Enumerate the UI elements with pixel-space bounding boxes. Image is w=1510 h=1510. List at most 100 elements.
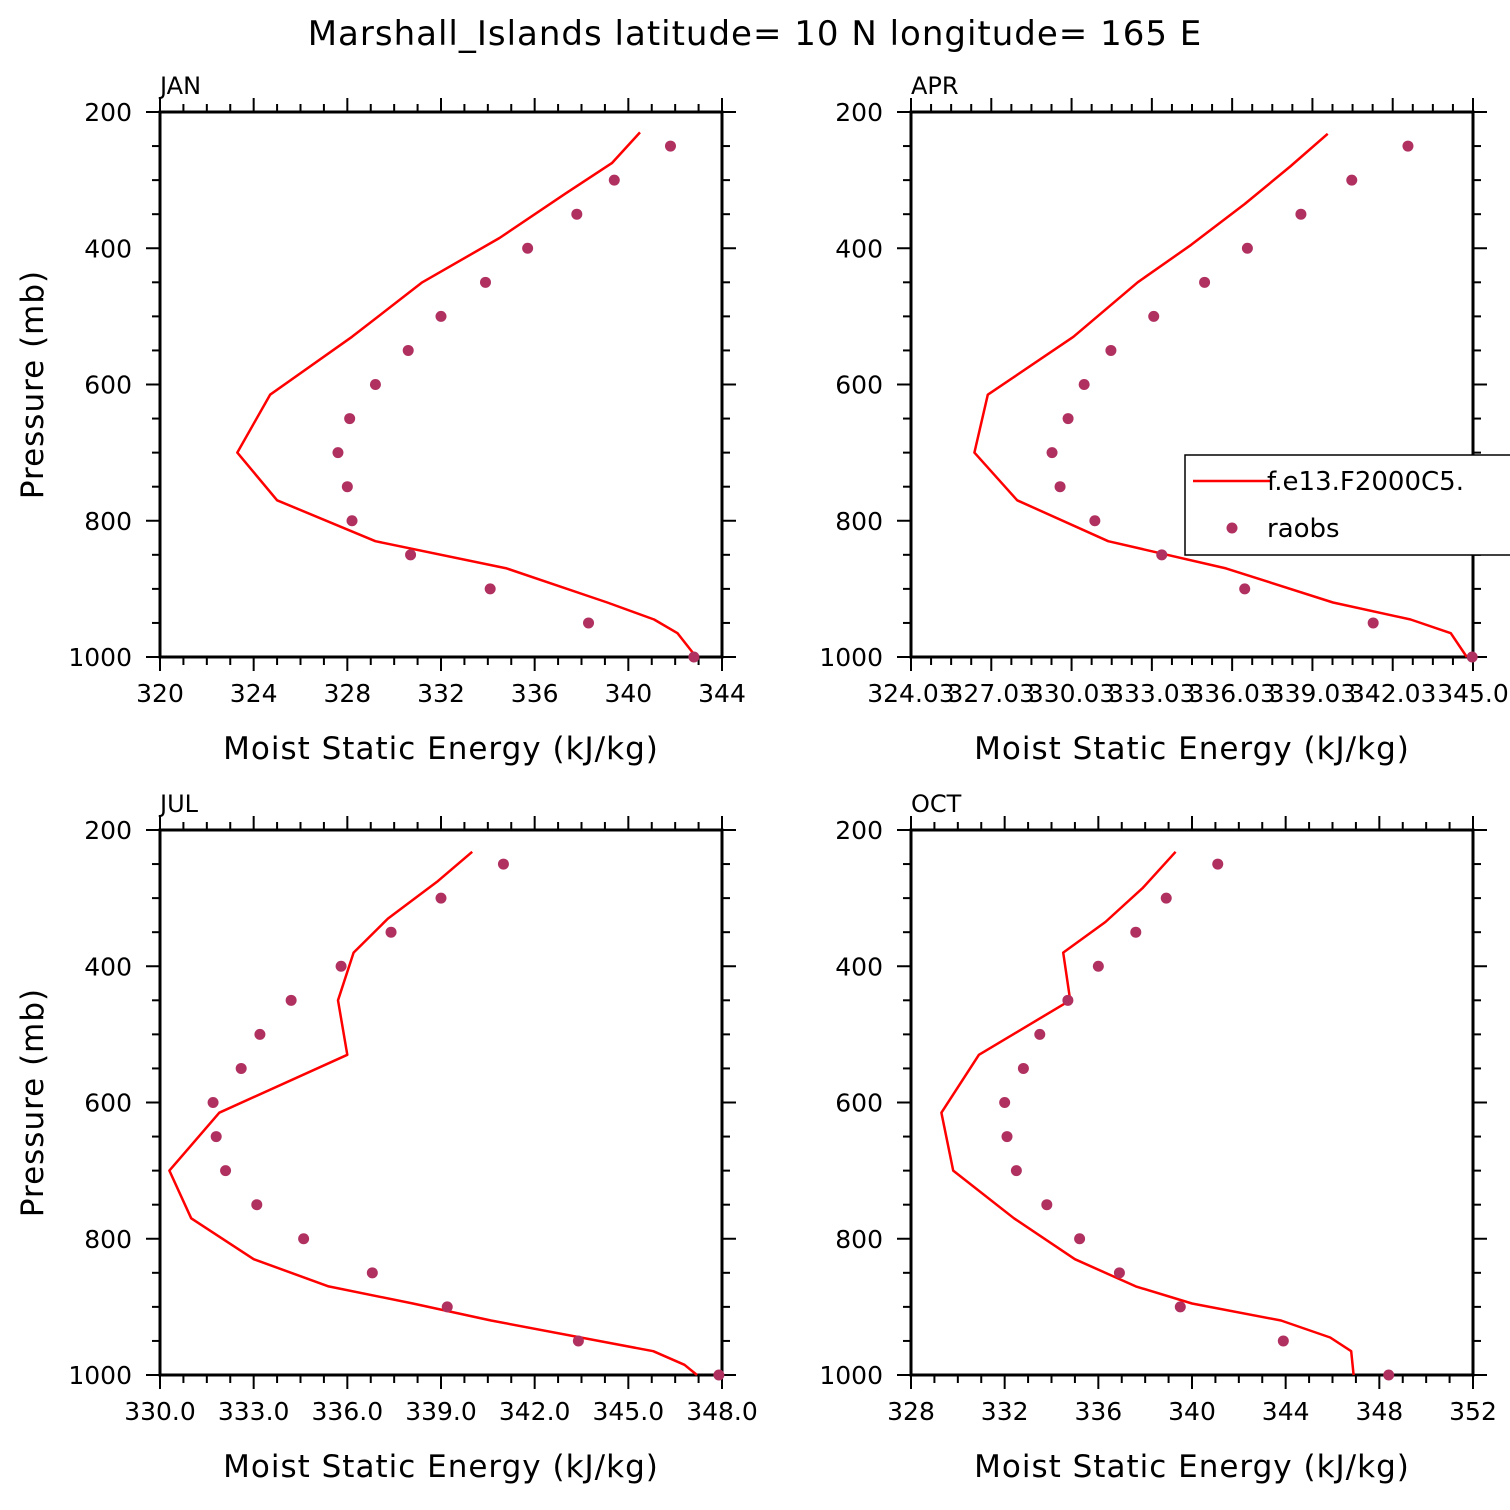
x-tick-label: 339.0 — [405, 1397, 477, 1426]
raobs-point — [1062, 994, 1074, 1006]
raobs-point — [332, 447, 344, 459]
model-series-line — [940, 850, 1355, 1376]
raobs-point — [1092, 960, 1104, 972]
x-tick-label: 320 — [136, 679, 184, 708]
y-axis-label: Pressure (mb) — [15, 270, 51, 499]
raobs-point — [1034, 1028, 1046, 1040]
raobs-point — [1295, 208, 1307, 220]
raobs-point — [405, 549, 417, 561]
raobs-point — [1277, 1335, 1289, 1347]
raobs-point — [571, 208, 583, 220]
raobs-point — [1010, 1165, 1022, 1177]
raobs-point — [341, 481, 353, 493]
raobs-point — [285, 994, 297, 1006]
legend-marker-swatch — [1226, 522, 1238, 534]
x-tick-label: 345.0 — [1437, 679, 1509, 708]
y-tick-label: 200 — [835, 98, 883, 127]
raobs-point — [210, 1131, 222, 1143]
raobs-point — [1466, 651, 1478, 663]
raobs-point — [484, 583, 496, 595]
panel-label: JAN — [158, 72, 201, 100]
x-axis-label: Moist Static Energy (kJ/kg) — [223, 731, 659, 767]
raobs-point — [522, 242, 534, 254]
raobs-point — [1148, 310, 1160, 322]
panel-label: OCT — [911, 790, 962, 818]
y-tick-label: 1000 — [819, 643, 883, 672]
x-tick-label: 330.03 — [1028, 679, 1115, 708]
raobs-point — [1239, 583, 1251, 595]
raobs-point — [999, 1097, 1011, 1108]
raobs-point — [235, 1062, 247, 1074]
x-tick-label: 342.03 — [1349, 679, 1436, 708]
model-series-line — [236, 131, 698, 658]
raobs-point — [346, 515, 358, 527]
raobs-point — [1089, 515, 1101, 527]
x-tick-label: 333.03 — [1108, 679, 1195, 708]
y-tick-label: 800 — [84, 1225, 132, 1254]
panel-jul: JUL 200 400 600 800 1000 330.0 333.0 336.0 339.0 3… — [15, 790, 758, 1485]
x-tick-label: 339.03 — [1269, 679, 1356, 708]
y-tick-label: 800 — [84, 507, 132, 536]
x-tick-label: 344 — [1262, 1397, 1310, 1426]
raobs-point — [1383, 1369, 1395, 1381]
y-tick-label: 600 — [84, 371, 132, 400]
x-axis-label: Moist Static Energy (kJ/kg) — [223, 1449, 659, 1485]
raobs-point — [608, 174, 620, 186]
x-tick-label: 345.0 — [593, 1397, 665, 1426]
x-tick-label: 336 — [1074, 1397, 1122, 1426]
y-tick-label: 200 — [84, 816, 132, 845]
raobs-point — [385, 926, 397, 938]
x-tick-label: 342.0 — [499, 1397, 571, 1426]
raobs-point — [1402, 140, 1414, 152]
raobs-point — [1160, 892, 1172, 904]
raobs-point — [298, 1233, 310, 1245]
x-tick-label: 336 — [511, 679, 559, 708]
y-axis-label: Pressure (mb) — [15, 988, 51, 1217]
x-tick-label: 336.03 — [1188, 679, 1275, 708]
x-tick-label: 324 — [230, 679, 278, 708]
raobs-point — [344, 413, 356, 425]
y-tick-label: 600 — [835, 371, 883, 400]
raobs-point — [1062, 413, 1074, 425]
x-tick-label: 340 — [1168, 1397, 1216, 1426]
legend: f.e13.F2000C5. raobs — [1184, 454, 1510, 556]
raobs-point — [1174, 1301, 1186, 1313]
model-series-line — [168, 850, 698, 1376]
raobs-point — [1105, 344, 1117, 356]
raobs-point — [572, 1335, 584, 1347]
figure-title: Marshall_Islands latitude= 10 N longitud… — [308, 14, 1203, 54]
panel-label: APR — [911, 72, 959, 100]
raobs-point — [1046, 447, 1058, 459]
panel-apr: APR 200 400 600 800 1000 324.03327.03330.03333… — [819, 72, 1508, 767]
y-tick-label: 800 — [835, 507, 883, 536]
legend-label-model: f.e13.F2000C5. — [1267, 467, 1464, 497]
raobs-point — [435, 310, 447, 322]
raobs-point — [1130, 926, 1142, 938]
raobs-point — [1074, 1233, 1086, 1245]
raobs-point — [254, 1028, 266, 1040]
x-tick-label: 344 — [698, 679, 746, 708]
raobs-point — [1241, 242, 1253, 254]
x-tick-label: 336.0 — [312, 1397, 384, 1426]
raobs-point — [1078, 379, 1090, 390]
x-tick-label: 330.0 — [124, 1397, 196, 1426]
x-tick-label: 348 — [1355, 1397, 1403, 1426]
y-tick-label: 400 — [835, 234, 883, 263]
y-tick-label: 800 — [835, 1225, 883, 1254]
x-axis-label: Moist Static Energy (kJ/kg) — [974, 731, 1410, 767]
y-tick-label: 400 — [84, 952, 132, 981]
raobs-point — [1041, 1199, 1053, 1211]
y-tick-label: 200 — [835, 816, 883, 845]
raobs-point — [369, 379, 381, 390]
model-series-line — [973, 132, 1468, 658]
raobs-point — [1113, 1267, 1125, 1279]
y-tick-label: 1000 — [819, 1361, 883, 1390]
raobs-point — [1001, 1131, 1013, 1143]
x-tick-label: 333.0 — [218, 1397, 290, 1426]
raobs-point — [402, 344, 414, 356]
raobs-point — [497, 858, 509, 870]
